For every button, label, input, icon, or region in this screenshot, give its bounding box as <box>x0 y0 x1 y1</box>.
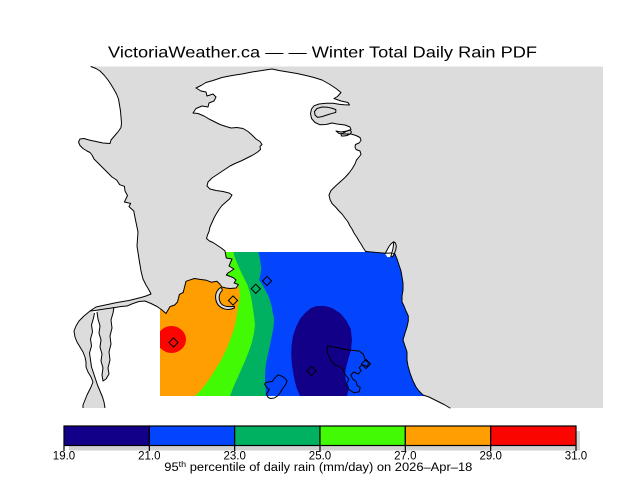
svg-text:VictoriaWeather.ca — — Winter: VictoriaWeather.ca — — Winter Total Dail… <box>108 45 537 62</box>
svg-text:25.0: 25.0 <box>309 451 331 463</box>
svg-text:31.0: 31.0 <box>565 451 587 463</box>
svg-text:29.0: 29.0 <box>479 451 501 463</box>
svg-text:19.0: 19.0 <box>53 451 75 463</box>
svg-text:23.0: 23.0 <box>223 451 245 463</box>
svg-text:27.0: 27.0 <box>394 451 416 463</box>
svg-text:21.0: 21.0 <box>138 451 160 463</box>
